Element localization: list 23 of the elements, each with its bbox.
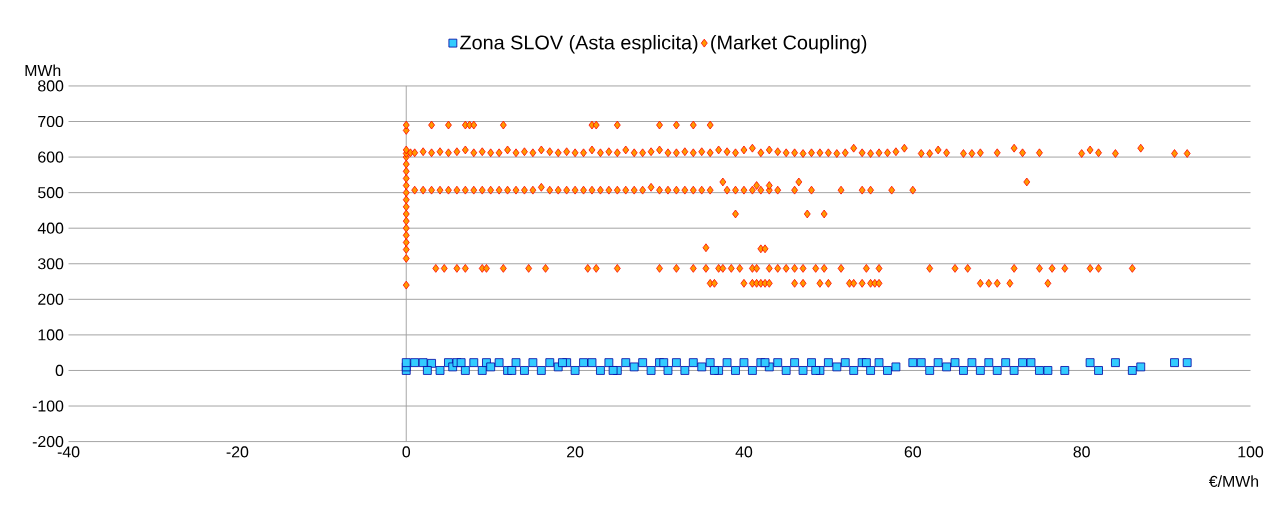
y-tick-label: 800	[38, 80, 64, 92]
legend-label: Zona SLOV (Asta esplicita)	[460, 34, 698, 54]
x-tick-label: 100	[1238, 446, 1264, 458]
y-tick-label: 0	[55, 364, 64, 376]
y-tick-label: 100	[38, 329, 64, 341]
y-tick-label: 300	[38, 258, 64, 270]
x-tick-label: 0	[402, 446, 411, 458]
x-tick-label: 20	[567, 446, 584, 458]
x-axis-title: €/MWh	[1208, 475, 1259, 487]
x-tick-label: 60	[904, 446, 922, 458]
y-tick-label: 700	[38, 115, 64, 127]
x-tick-label: -40	[57, 446, 80, 458]
x-tick-label: -20	[226, 446, 249, 458]
x-tick-label: 40	[735, 446, 753, 458]
legend-label: (Market Coupling)	[711, 34, 867, 54]
x-tick-label: 80	[1073, 446, 1090, 458]
y-tick-label: 200	[38, 293, 64, 305]
y-tick-label: 500	[38, 186, 64, 199]
y-tick-label: 600	[38, 151, 64, 163]
y-tick-label: -100	[32, 400, 64, 412]
y-axis-title: MWh	[25, 64, 61, 76]
y-tick-label: 400	[37, 222, 64, 234]
y-tick-label: -200	[32, 435, 64, 448]
